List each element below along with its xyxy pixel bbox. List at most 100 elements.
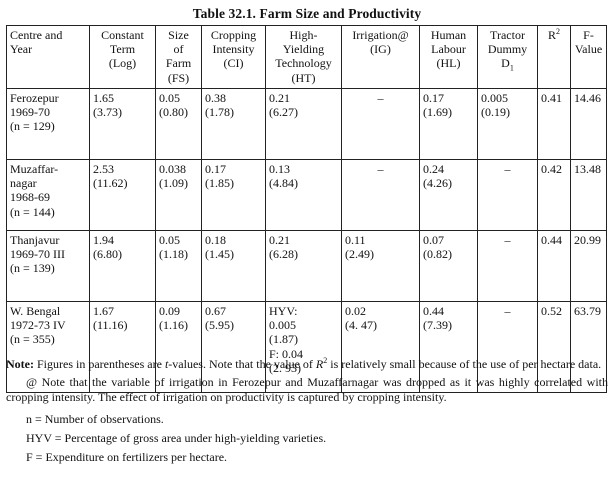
cell-f-value: 14.46 [570,88,607,160]
cell-line: (6.27) [269,105,298,120]
header-line: Yielding [282,42,325,57]
cell-line: (4.26) [423,176,452,191]
cell-line: 0.005 [269,318,296,333]
cell-line: 1.65 [93,91,114,105]
cell-tractor-dummy: – [477,301,538,393]
cell-line: 1969-70 [10,105,50,120]
header-line: High- [289,28,318,42]
cell-line: (1.18) [159,247,188,262]
header-irrigation: Irrigation@ (IG) [341,25,420,89]
note-text-2: -values. Note that the value of [168,357,316,371]
cell-value: 0.52 [541,304,562,318]
cell-size-of-farm: 0.05 (1.18) [155,230,202,302]
table-row: Ferozepur 1969-70 (n = 129) 1.65 (3.73) 0.05(… [6,88,607,160]
cell-constant-term: 1.94 (6.80) [89,230,156,302]
cell-line: HYV: [269,304,298,318]
header-line: Tractor [490,28,525,42]
cell-line: – [504,162,511,176]
header-line: Human [430,28,467,42]
header-line: (CI) [223,56,244,71]
cell-line: (0.82) [423,247,452,262]
header-r-squared: R2 [537,25,571,89]
header-line: Technology [275,56,332,71]
cell-line: (n = 144) [10,204,55,219]
cell-irrigation: 0.02 (4. 47) [341,301,420,393]
note-r-sup: 2 [323,356,328,365]
header-line: Term [109,42,136,57]
cell-r-squared: 0.44 [537,230,571,302]
cell-line: 0.38 [205,91,226,105]
cell-centre-year: Ferozepur 1969-70 (n = 129) [6,88,90,160]
cell-line: (5.95) [205,318,234,333]
farm-size-productivity-table: Centre and Year Constant Term (Log) Size of Far… [6,25,607,393]
cell-value: 0.41 [541,91,562,105]
cell-line: 0.17 [423,91,444,105]
cell-value: 63.79 [574,304,601,318]
cell-line: Ferozepur [10,91,59,105]
cell-line: (1.85) [205,176,234,191]
note-r: R [315,357,324,371]
cell-line: (1.87) [269,332,298,347]
header-line: Cropping [210,28,257,42]
header-human-labour: Human Labour (HL) [419,25,478,89]
table-title: Table 32.1. Farm Size and Productivity [192,6,422,21]
cell-centre-year: W. Bengal 1972-73 IV (n = 355) [6,301,90,393]
header-line: (FS) [167,70,190,85]
header-high-yielding-technology: High- Yielding Technology (HT) [265,25,342,89]
cell-line: W. Bengal [10,304,61,318]
cell-high-yielding-technology: 0.21 (6.28) [265,230,342,302]
header-line: Size [168,28,189,42]
cell-size-of-farm: 0.038 (1.09) [155,159,202,231]
cell-line: (2. 93) [269,360,301,375]
cell-line: 0.11 [345,233,366,247]
cell-line: (1.69) [423,105,452,120]
cell-tractor-dummy: 0.005 (0.19) [477,88,538,160]
cell-line: (0.19) [481,105,510,120]
definitions-list: n = Number of observations. HYV = Percent… [6,412,608,465]
cell-constant-term: 1.65 (3.73) [89,88,156,160]
cell-line: 0.05 [159,91,180,105]
cell-value: 0.44 [541,233,562,247]
definition-item: n = Number of observations. [26,412,164,426]
header-line: Dummy [487,42,528,57]
cell-irrigation: – [341,88,420,160]
cell-line: 1.94 [93,233,114,247]
cell-line: Muzaffar- [10,162,59,176]
cell-line: (11.62) [93,176,128,191]
cell-value: 0.42 [541,162,562,176]
cell-cropping-intensity: 0.67 (5.95) [201,301,266,393]
cell-line: F: 0.04 [269,346,304,361]
note-t: t [164,357,169,371]
cell-high-yielding-technology: HYV: 0.005 (1.87) F: 0.04 (2. 93) [265,301,342,393]
cell-human-labour: 0.44 (7.39) [419,301,478,393]
cell-size-of-farm: 0.05 (0.80) [155,88,202,160]
cell-tractor-dummy: – [477,230,538,302]
cell-r-squared: 0.42 [537,159,571,231]
header-line: Farm [165,56,192,71]
cell-high-yielding-technology: 0.13 (4.84) [265,159,342,231]
header-tractor-dummy: Tractor Dummy D1 [477,25,538,89]
cell-line: 0.02 [345,304,366,318]
cell-centre-year: Muzaffar-nagar 1968-69 (n = 144) [6,159,90,231]
cell-r-squared: 0.41 [537,88,571,160]
header-line: of [173,42,184,57]
cell-f-value: 13.48 [570,159,607,231]
table-row: Muzaffar-nagar 1968-69 (n = 144) 2.53 (11.62… [6,159,607,231]
header-size-of-farm: Size of Farm (FS) [155,25,202,89]
cell-f-value: 63.79 [570,301,607,393]
note-paragraph: Note: Figures in parentheses are t-value… [6,357,608,372]
header-line: Constant [101,28,144,42]
header-line: F- [583,28,594,42]
header-line: (Log) [108,56,137,71]
cell-line: (6.28) [269,247,298,262]
table-notes: Note: Figures in parentheses are t-value… [6,357,608,469]
note-label: Note: [6,357,34,371]
cell-value: 20.99 [574,233,601,247]
cell-line: 1.67 [93,304,114,318]
cell-line: 0.09 [159,304,180,318]
cell-constant-term: 2.53 (11.62) [89,159,156,231]
cell-line: – [377,91,384,105]
header-superscript: 2 [556,27,560,36]
cell-line: 1969-70 III [10,247,65,262]
cell-line: – [504,304,511,318]
